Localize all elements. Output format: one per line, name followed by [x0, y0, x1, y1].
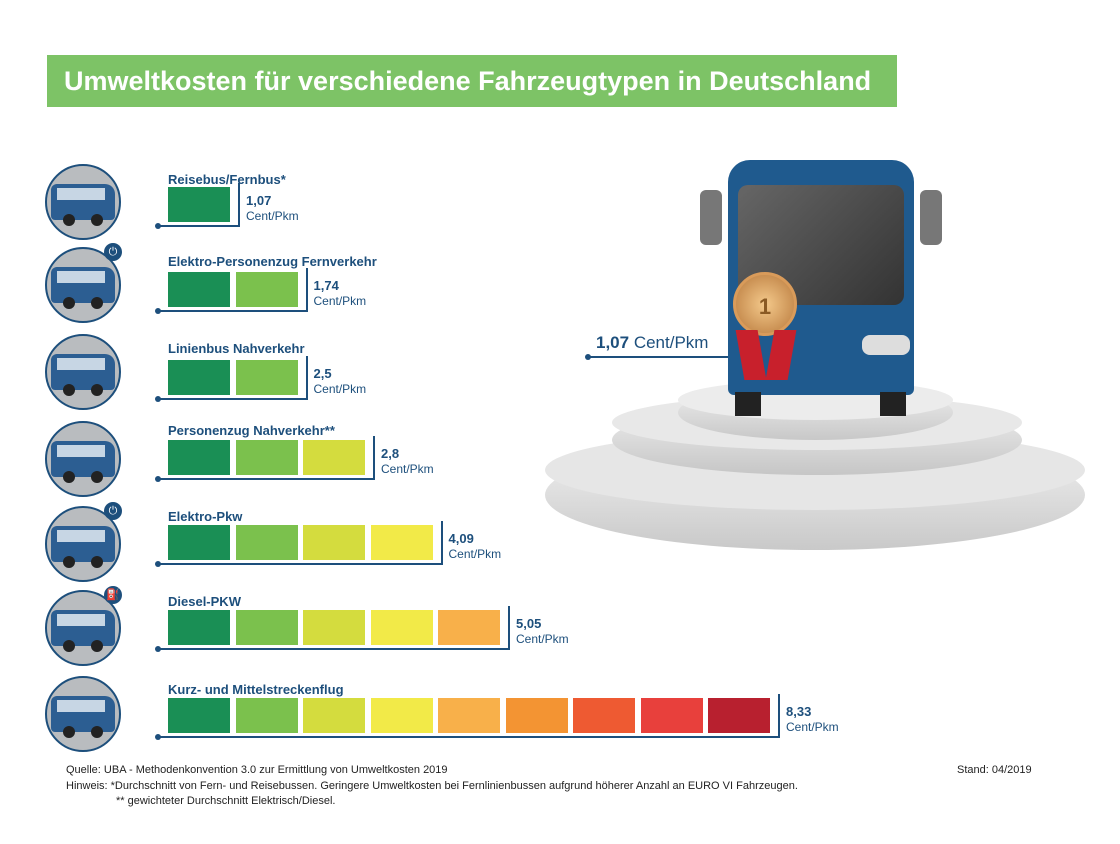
- bar-segment: [168, 187, 230, 222]
- bar-segment: [708, 698, 770, 733]
- hint-note-2: ** gewichteter Durchschnitt Elektrisch/D…: [116, 795, 336, 807]
- bar-segment: [168, 698, 230, 733]
- bracket-dot: [155, 308, 161, 314]
- category-label: Personenzug Nahverkehr**: [168, 423, 335, 438]
- bar-segment: [235, 440, 298, 475]
- category-label: Kurz- und Mittelstreckenflug: [168, 682, 344, 697]
- bar-segment: [438, 610, 500, 645]
- bar-segment: [168, 360, 230, 395]
- plug-badge-icon: ⏻: [104, 243, 122, 261]
- page-title: Umweltkosten für verschiedene Fahrzeugty…: [47, 55, 897, 107]
- coach-bus-icon: [45, 164, 121, 240]
- bar-segment: [573, 698, 635, 733]
- bracket-line: [158, 183, 240, 227]
- value-label: 2,8 Cent/Pkm: [381, 446, 434, 476]
- source-note: Quelle: UBA - Methodenkonvention 3.0 zur…: [66, 764, 448, 776]
- bar-segment: [235, 610, 298, 645]
- bar-segment: [370, 525, 433, 560]
- stand-date: Stand: 04/2019: [957, 764, 1032, 776]
- bar-segment: [370, 610, 433, 645]
- bar-segment: [168, 272, 230, 307]
- bar-segment: [303, 698, 365, 733]
- bar-segment: [303, 610, 365, 645]
- category-label: Linienbus Nahverkehr: [168, 341, 305, 356]
- category-label: Elektro-Personenzug Fernverkehr: [168, 254, 377, 269]
- city-bus-icon: [45, 334, 121, 410]
- bar-segment: [235, 272, 298, 307]
- value-label: 4,09 Cent/Pkm: [448, 531, 502, 561]
- bar-segment: [235, 360, 298, 395]
- electric-train-icon: [45, 247, 121, 323]
- value-label: 8,33 Cent/Pkm: [786, 704, 839, 734]
- bar-segment: [505, 698, 568, 733]
- bar-segment: [640, 698, 703, 733]
- value-label: 1,74 Cent/Pkm: [313, 278, 367, 308]
- fuel-badge-icon: ⛽: [104, 586, 122, 604]
- bar-segment: [438, 698, 500, 733]
- airplane-icon: [45, 676, 121, 752]
- bracket-line: [158, 356, 308, 400]
- bar-segment: [303, 440, 365, 475]
- bracket-dot: [155, 646, 161, 652]
- winner-value: 1,07: [596, 333, 630, 352]
- medal-icon: 1: [733, 272, 797, 336]
- bracket-line: [158, 694, 780, 738]
- bracket-line: [158, 268, 308, 312]
- bracket-dot: [155, 396, 161, 402]
- value-label: 5,05 Cent/Pkm: [516, 616, 569, 646]
- bracket-dot: [155, 734, 161, 740]
- bar-segment: [168, 525, 230, 560]
- category-label: Reisebus/Fernbus*: [168, 172, 286, 187]
- bar-segment: [303, 525, 365, 560]
- bar-segment: [168, 440, 230, 475]
- bracket-dot: [155, 223, 161, 229]
- bar-segment: [370, 698, 433, 733]
- bracket-dot: [155, 476, 161, 482]
- bar-segment: [168, 610, 230, 645]
- bar-segment: [235, 698, 298, 733]
- bracket-line: [158, 521, 443, 565]
- winner-unit: Cent/Pkm: [633, 333, 709, 352]
- value-label: 1,07 Cent/Pkm: [246, 193, 299, 223]
- bracket-dot: [155, 561, 161, 567]
- category-label: Elektro-Pkw: [168, 509, 243, 524]
- hint-note: Hinweis: *Durchschnitt von Fern- und Rei…: [66, 780, 798, 792]
- bar-segment: [235, 525, 298, 560]
- bracket-line: [158, 606, 510, 650]
- category-label: Diesel-PKW: [168, 594, 241, 609]
- bracket-line: [158, 436, 375, 480]
- plug-badge-icon: ⏻: [104, 502, 122, 520]
- regional-train-icon: [45, 421, 121, 497]
- value-label: 2,5 Cent/Pkm: [313, 366, 367, 396]
